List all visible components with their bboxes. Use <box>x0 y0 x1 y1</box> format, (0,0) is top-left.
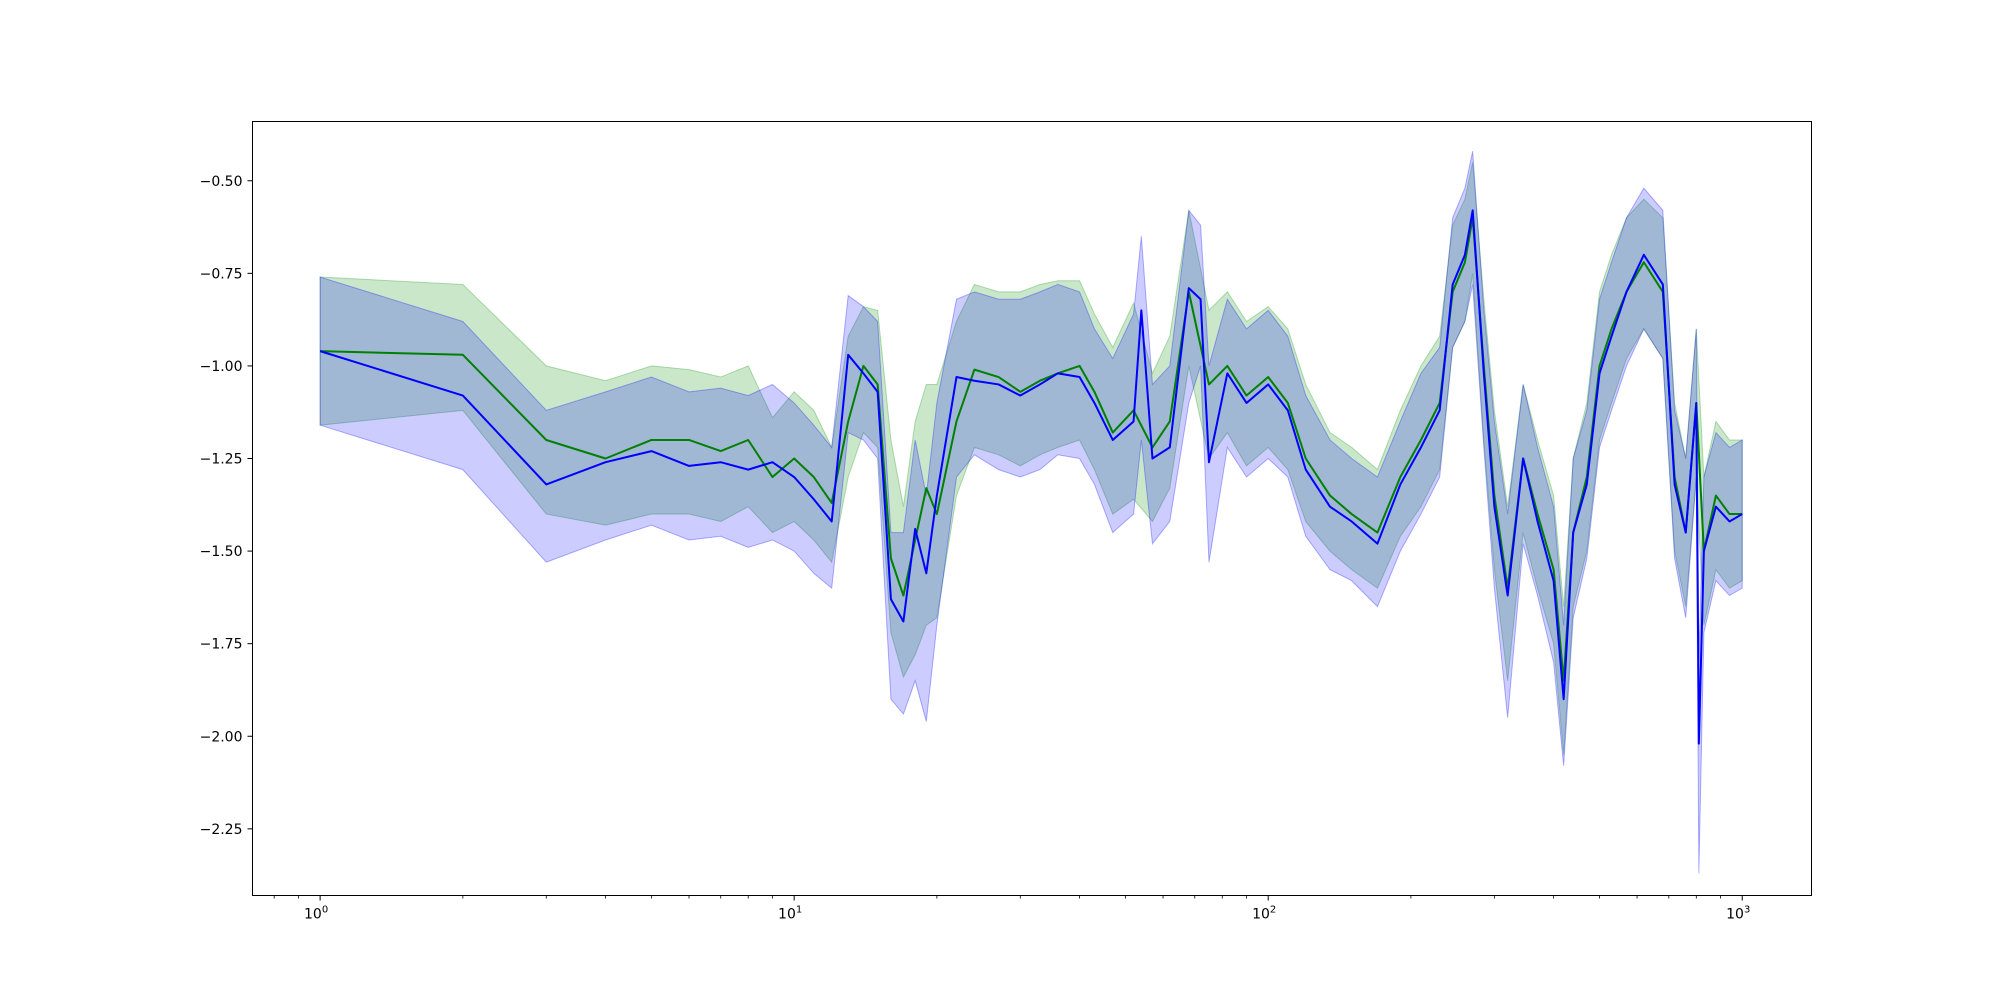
x-tick-base: 10 <box>1726 907 1744 923</box>
y-axis: −0.50 −0.75 −1.00 −1.25 −1.50 −1.75 −2.00 −2.25 <box>200 174 253 838</box>
x-tick-exponent: 3 <box>1744 905 1750 916</box>
y-tick-label: −0.75 <box>200 266 243 282</box>
x-tick-label: 102 <box>1252 905 1276 923</box>
y-tick-label: −1.75 <box>200 637 243 653</box>
x-tick-label: 101 <box>778 905 802 923</box>
x-tick-exponent: 0 <box>322 905 328 916</box>
y-tick-label: −2.00 <box>200 729 243 745</box>
y-tick-label: −1.50 <box>200 544 243 560</box>
x-tick-base: 10 <box>778 907 796 923</box>
x-tick-exponent: 2 <box>1270 905 1276 916</box>
confidence-band-series-1 <box>319 162 1743 755</box>
confidence-band-series-2 <box>319 151 1743 874</box>
x-tick-label: 100 <box>304 905 328 923</box>
x-tick-exponent: 1 <box>796 905 802 916</box>
x-tick-label: 103 <box>1726 905 1750 923</box>
y-tick-label: −2.25 <box>200 822 243 838</box>
axes-frame <box>252 121 1812 896</box>
x-axis: 100 101 102 103 <box>273 895 1750 923</box>
y-tick-label: −1.25 <box>200 452 243 468</box>
series-line-2 <box>319 209 1743 745</box>
y-tick-label: −1.00 <box>200 359 243 375</box>
x-tick-base: 10 <box>1252 907 1270 923</box>
plot-area <box>319 151 1743 874</box>
x-tick-base: 10 <box>304 907 322 923</box>
y-tick-label: −0.50 <box>200 174 243 190</box>
